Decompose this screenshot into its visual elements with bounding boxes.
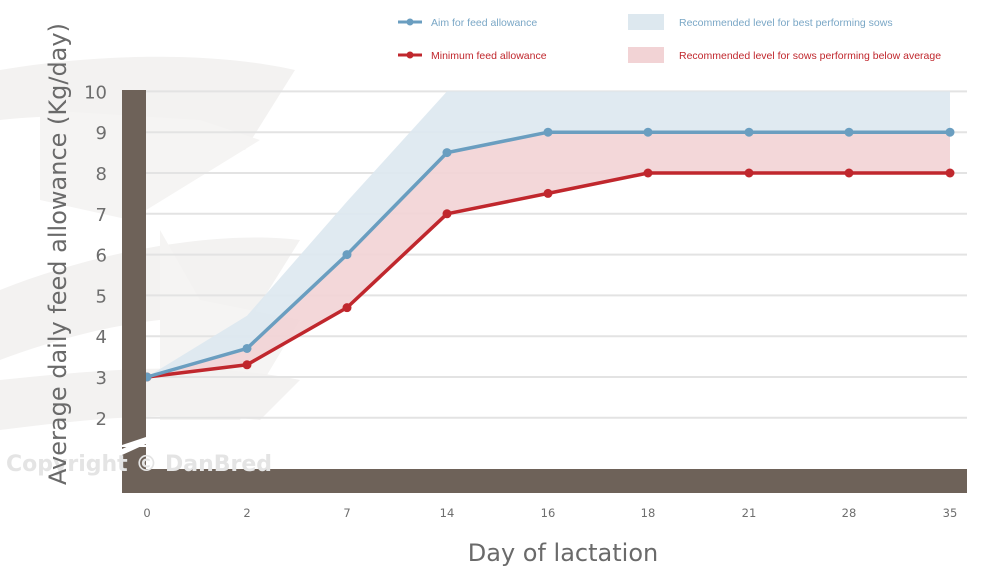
- point-min-day-21: [744, 168, 754, 178]
- legend-min-dot: [406, 51, 414, 59]
- y-axis-bar-upper: [122, 90, 146, 445]
- watermark-text: Copyright © DanBred: [6, 452, 272, 477]
- y-tick-9: 9: [96, 123, 107, 144]
- band-best: [147, 91, 950, 378]
- point-min-day-16: [543, 188, 553, 198]
- y-tick-3: 3: [96, 368, 107, 389]
- x-tick-2: 2: [243, 506, 250, 520]
- y-tick-6: 6: [96, 246, 107, 267]
- point-min-day-18: [643, 168, 653, 178]
- y-tick-5: 5: [96, 286, 107, 307]
- legend-best-band-swatch: [628, 14, 664, 30]
- point-aim-day-2: [242, 343, 252, 353]
- x-tick-21: 21: [742, 506, 757, 520]
- legend-min-label: Minimum feed allowance: [431, 50, 547, 62]
- bands: [147, 91, 950, 378]
- y-tick-10: 10: [84, 82, 107, 103]
- x-tick-16: 16: [541, 506, 556, 520]
- y-tick-labels: 2 3 4 5 6 7 8 9 10: [84, 82, 107, 429]
- legend-item-best: Recommended level for best performing so…: [628, 14, 893, 30]
- x-tick-35: 35: [943, 506, 958, 520]
- x-tick-0: 0: [143, 506, 150, 520]
- legend: Aim for feed allowance Minimum feed allo…: [398, 14, 941, 63]
- point-min-day-35: [945, 168, 955, 178]
- point-aim-day-35: [945, 127, 955, 137]
- series-lines: [142, 127, 955, 382]
- y-tick-4: 4: [96, 327, 107, 348]
- x-axis-title: Day of lactation: [468, 539, 658, 567]
- point-aim-day-14: [442, 148, 452, 158]
- point-aim-day-16: [543, 127, 553, 137]
- legend-below-band-swatch: [628, 47, 664, 63]
- x-tick-7: 7: [343, 506, 350, 520]
- legend-item-below: Recommended level for sows performing be…: [628, 47, 941, 63]
- legend-item-aim: Aim for feed allowance: [398, 17, 537, 29]
- y-axis-title: Average daily feed allowance (Kg/day): [44, 23, 72, 485]
- y-tick-2: 2: [96, 409, 107, 430]
- point-min-day-2: [242, 360, 252, 370]
- legend-aim-dot: [406, 18, 414, 26]
- point-min-day-14: [442, 209, 452, 219]
- point-aim-day-21: [744, 127, 754, 137]
- x-axis-bar: [122, 469, 967, 493]
- x-tick-28: 28: [842, 506, 857, 520]
- point-aim-day-28: [844, 127, 854, 137]
- legend-item-min: Minimum feed allowance: [398, 50, 547, 62]
- point-min-day-28: [844, 168, 854, 178]
- legend-below-label: Recommended level for sows performing be…: [679, 50, 941, 62]
- point-aim-day-18: [643, 127, 653, 137]
- y-tick-8: 8: [96, 164, 107, 185]
- x-tick-labels: 0 2 7 14 16 18 21 28 35: [143, 506, 957, 520]
- x-tick-14: 14: [440, 506, 455, 520]
- band-below: [147, 132, 950, 377]
- point-min-day-7: [342, 303, 352, 313]
- legend-aim-label: Aim for feed allowance: [431, 17, 537, 29]
- y-axis-break-gap: [122, 438, 146, 455]
- legend-best-label: Recommended level for best performing so…: [679, 17, 893, 29]
- axis-frame: [122, 90, 967, 493]
- point-aim-day-7: [342, 250, 352, 260]
- x-tick-18: 18: [641, 506, 656, 520]
- y-tick-7: 7: [96, 205, 107, 226]
